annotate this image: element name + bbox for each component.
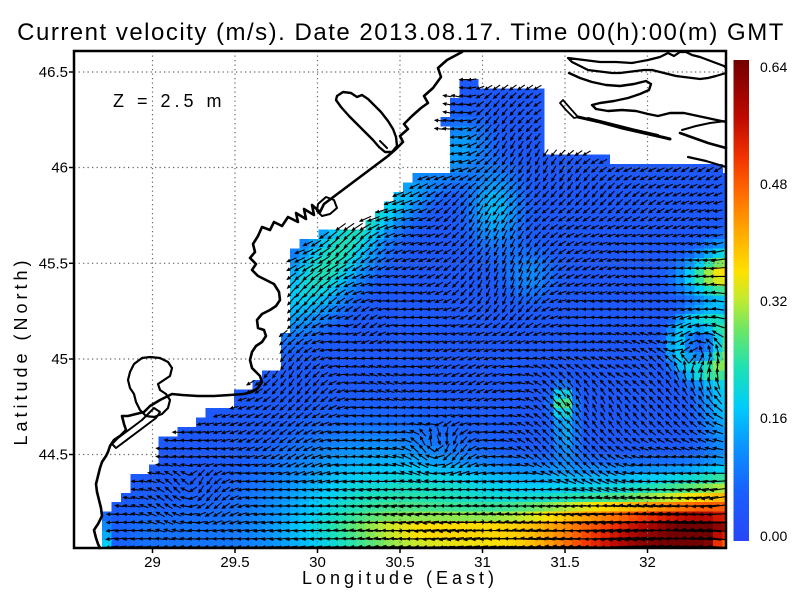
svg-text:Latitude (North): Latitude (North) (11, 256, 31, 445)
svg-text:32: 32 (639, 554, 656, 571)
svg-text:30: 30 (309, 554, 326, 571)
svg-text:0.00: 0.00 (760, 528, 787, 544)
svg-text:29: 29 (144, 554, 161, 571)
svg-text:45.5: 45.5 (39, 255, 68, 272)
svg-text:Current velocity (m/s). Date 2: Current velocity (m/s). Date 2013.08.17.… (17, 19, 785, 46)
svg-text:31.5: 31.5 (550, 554, 579, 571)
svg-text:46.5: 46.5 (39, 64, 68, 81)
svg-text:Z = 2.5 m: Z = 2.5 m (113, 91, 226, 111)
svg-text:0.16: 0.16 (760, 410, 787, 426)
svg-text:0.64: 0.64 (760, 59, 787, 75)
svg-text:30.5: 30.5 (385, 554, 414, 571)
svg-text:45: 45 (51, 351, 68, 368)
svg-text:29.5: 29.5 (220, 554, 249, 571)
svg-text:0.48: 0.48 (760, 176, 787, 192)
svg-text:Longitude (East): Longitude (East) (302, 568, 498, 588)
svg-text:44.5: 44.5 (39, 447, 68, 464)
svg-text:31: 31 (474, 554, 491, 571)
svg-text:46: 46 (51, 160, 68, 177)
svg-text:0.32: 0.32 (760, 293, 787, 309)
